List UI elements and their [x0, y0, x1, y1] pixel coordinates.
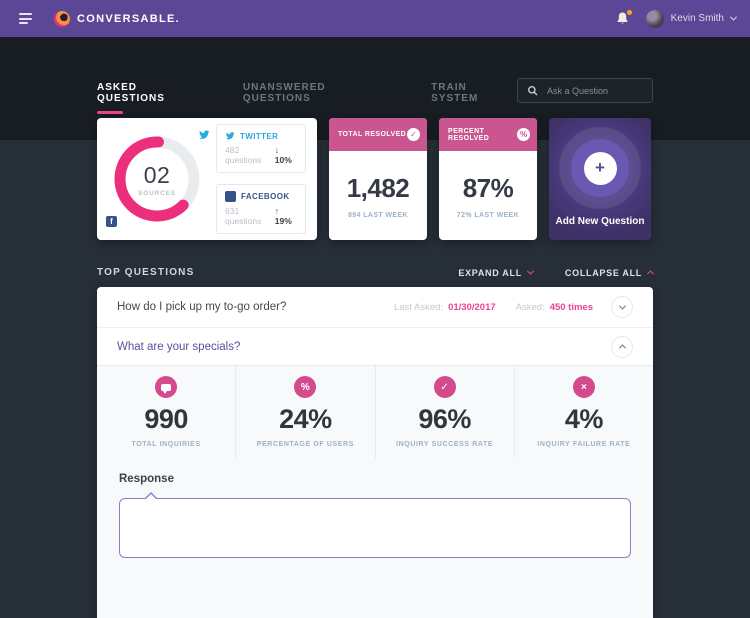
chevron-down-icon — [729, 13, 738, 21]
question-row-1[interactable]: How do I pick up my to-go order? Last As… — [97, 287, 653, 327]
twitter-icon — [225, 132, 235, 140]
add-new-question-card[interactable]: + Add New Question — [549, 118, 651, 240]
response-title: Response — [119, 473, 174, 485]
facebook-trend: ↑ 19% — [274, 206, 292, 226]
twitter-questions: 482 questions — [225, 145, 262, 165]
facebook-icon: f — [106, 216, 117, 227]
question-stats: 990 TOTAL INQUIRIES % 24% PERCENTAGE OF … — [97, 366, 653, 458]
asked-label: Asked: — [515, 301, 545, 313]
question-text: What are your specials? — [117, 340, 241, 353]
search-box[interactable] — [517, 78, 653, 103]
glow-ring: + — [559, 127, 641, 209]
last-asked-label: Last Asked: — [393, 301, 444, 313]
questions-panel: How do I pick up my to-go order? Last As… — [97, 287, 653, 618]
facebook-icon: f — [225, 191, 236, 202]
stat-label: PERCENTAGE OF USERS — [256, 441, 354, 448]
expand-question-button[interactable] — [611, 296, 633, 318]
plus-icon[interactable]: + — [583, 151, 617, 185]
question-detail-area: 990 TOTAL INQUIRIES % 24% PERCENTAGE OF … — [97, 365, 653, 618]
glow-ring-inner: + — [571, 139, 629, 197]
tab-train-system[interactable]: TRAIN SYSTEM — [431, 82, 479, 104]
notifications-bell-icon[interactable] — [615, 10, 632, 26]
notification-dot — [626, 10, 632, 15]
top-questions-title: TOP QUESTIONS — [97, 267, 195, 278]
search-icon — [528, 86, 538, 96]
collapse-question-button[interactable] — [611, 335, 633, 358]
stat-inquiry-success-rate: ✓ 96% INQUIRY SUCCESS RATE — [374, 366, 514, 458]
twitter-name: TWITTER — [240, 131, 279, 141]
comment-icon — [155, 376, 178, 398]
percent-icon: % — [294, 376, 317, 398]
sources-card: 02 SOURCES f TWITTER 482 questions ↓ 10 — [97, 118, 317, 240]
check-icon: ✓ — [433, 376, 456, 398]
expand-all-button[interactable]: EXPAND ALL — [458, 267, 534, 278]
facebook-name: FACEBOOK — [241, 192, 290, 201]
total-resolved-card: TOTAL RESOLVED ✓ 1,482 894 LAST WEEK — [329, 118, 427, 240]
total-resolved-subtext: 894 LAST WEEK — [347, 211, 409, 219]
stat-percentage-of-users: % 24% PERCENTAGE OF USERS — [235, 366, 374, 458]
twitter-trend: ↓ 10% — [274, 145, 292, 165]
question-meta: Last Asked: 01/30/2017 Asked: 450 times — [394, 302, 593, 313]
stat-inquiry-failure-rate: × 4% INQUIRY FAILURE RATE — [513, 366, 653, 458]
chevron-down-icon — [526, 267, 534, 275]
sources-donut-chart: 02 SOURCES f — [106, 130, 210, 227]
stat-value: 990 — [144, 404, 188, 434]
stat-label: INQUIRY FAILURE RATE — [537, 441, 631, 448]
chevron-up-icon — [646, 270, 655, 278]
close-icon: × — [572, 376, 595, 398]
user-menu[interactable]: Kevin Smith — [645, 9, 738, 28]
tabs: ASKED QUESTIONS UNANSWERED QUESTIONS TRA… — [97, 78, 517, 114]
top-bar: CONVERSABLE. Kevin Smith — [0, 0, 750, 37]
response-bubble — [119, 492, 631, 558]
user-name: Kevin Smith — [670, 13, 724, 24]
facebook-source-box: f FACEBOOK 631 questions ↑ 19% — [216, 184, 306, 234]
tab-unanswered-questions[interactable]: UNANSWERED QUESTIONS — [242, 82, 326, 104]
tab-asked-questions[interactable]: ASKED QUESTIONS — [97, 82, 208, 114]
twitter-icon — [198, 128, 210, 146]
top-questions-header: TOP QUESTIONS EXPAND ALL COLLAPSE ALL — [97, 267, 655, 278]
asked-count: 450 times — [549, 301, 593, 313]
percent-resolved-subtext: 72% LAST WEEK — [456, 211, 520, 219]
percent-resolved-value: 87% — [462, 172, 514, 203]
total-resolved-title: TOTAL RESOLVED — [338, 131, 407, 138]
summary-cards: 02 SOURCES f TWITTER 482 questions ↓ 10 — [97, 118, 653, 240]
stat-total-inquiries: 990 TOTAL INQUIRIES — [97, 366, 235, 458]
avatar — [645, 9, 664, 28]
percent-resolved-title: PERCENT RESOLVED — [448, 127, 490, 142]
sources-count: 02 — [143, 161, 171, 188]
question-text: How do I pick up my to-go order? — [117, 301, 287, 313]
last-asked-date: 01/30/2017 — [448, 301, 496, 313]
percent-badge-icon: % — [517, 128, 530, 141]
brand-name: CONVERSABLE. — [77, 12, 180, 25]
facebook-questions: 631 questions — [225, 206, 262, 226]
add-new-question-label: Add New Question — [555, 216, 645, 227]
question-row-2[interactable]: What are your specials? — [97, 327, 653, 365]
sources-label: SOURCES — [138, 189, 176, 197]
stat-label: INQUIRY SUCCESS RATE — [396, 441, 494, 448]
stat-value: 96% — [418, 404, 471, 434]
conversable-logo-icon — [54, 10, 70, 27]
collapse-all-button[interactable]: COLLAPSE ALL — [565, 268, 655, 278]
stat-value: 4% — [564, 404, 604, 434]
menu-icon[interactable] — [19, 13, 32, 24]
total-resolved-value: 1,482 — [346, 172, 410, 203]
topbar-right: Kevin Smith — [615, 9, 738, 28]
stat-value: 24% — [279, 404, 332, 434]
tabs-row: ASKED QUESTIONS UNANSWERED QUESTIONS TRA… — [97, 78, 653, 104]
stat-label: TOTAL INQUIRIES — [131, 441, 201, 448]
brand-logo[interactable]: CONVERSABLE. — [54, 10, 180, 27]
twitter-source-box: TWITTER 482 questions ↓ 10% — [216, 124, 306, 173]
percent-resolved-card: PERCENT RESOLVED % 87% 72% LAST WEEK — [439, 118, 537, 240]
search-input[interactable] — [545, 84, 643, 97]
check-badge-icon: ✓ — [407, 128, 420, 141]
